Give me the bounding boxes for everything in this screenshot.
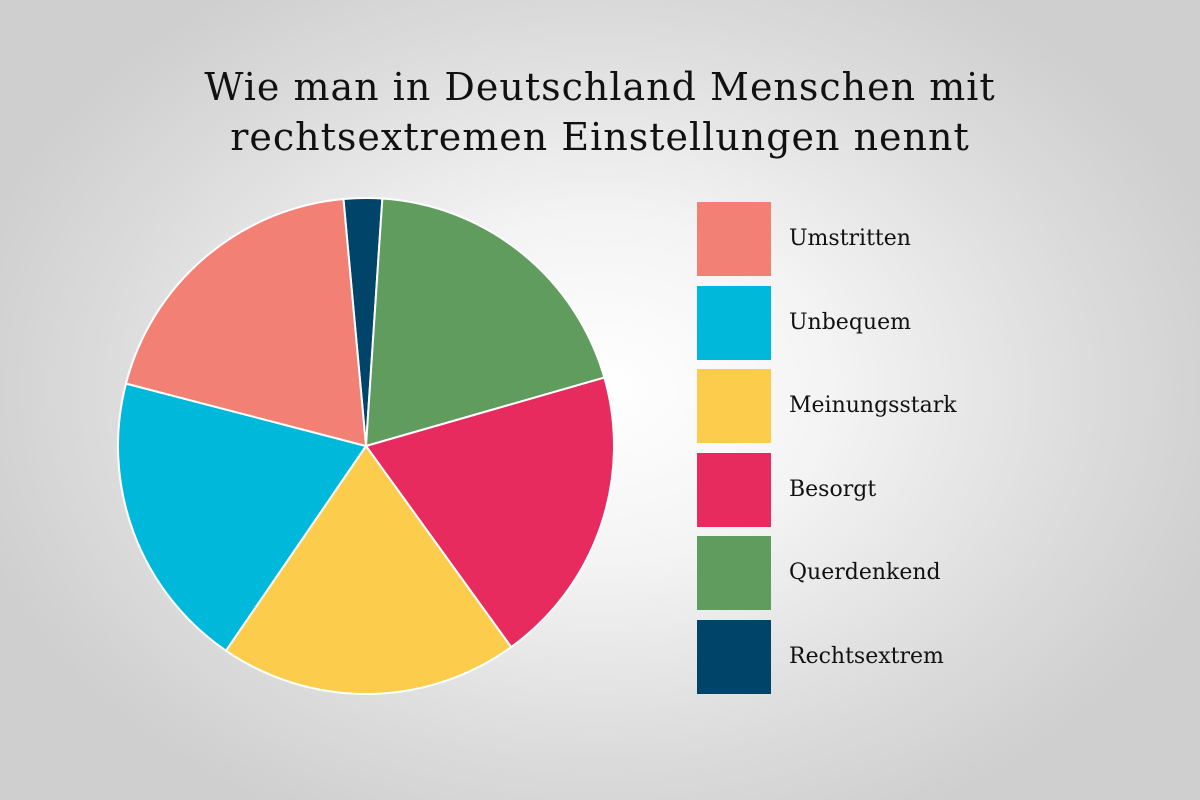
legend-label-rechtsextrem: Rechtsextrem xyxy=(789,643,944,669)
legend-label-meinungsstark: Meinungsstark xyxy=(789,393,957,419)
legend-swatch-rechtsextrem xyxy=(697,619,771,694)
pie-slice-besorgt xyxy=(365,376,615,649)
pie-slice-umstritten xyxy=(124,198,367,447)
legend-label-besorgt: Besorgt xyxy=(789,476,877,502)
legend-swatch-unbequem xyxy=(697,285,771,360)
legend-item-besorgt: Besorgt xyxy=(697,452,1117,527)
legend: Umstritten Unbequem Meinungsstark Besorg… xyxy=(697,202,1117,704)
chart-title: Wie man in Deutschland Menschen mit rech… xyxy=(0,62,1200,162)
legend-swatch-besorgt xyxy=(697,452,771,527)
legend-swatch-querdenkend xyxy=(697,536,771,611)
chart-title-line-2: rechtsextremen Einstellungen nennt xyxy=(230,115,970,159)
legend-item-unbequem: Unbequem xyxy=(697,285,1117,360)
legend-swatch-meinungsstark xyxy=(697,369,771,444)
legend-item-querdenkend: Querdenkend xyxy=(697,536,1117,611)
legend-item-umstritten: Umstritten xyxy=(697,202,1117,276)
pie-slice-unbequem xyxy=(117,382,367,652)
pie-slice-querdenkend xyxy=(365,197,606,447)
legend-label-unbequem: Unbequem xyxy=(789,309,911,335)
legend-label-querdenkend: Querdenkend xyxy=(789,560,941,586)
legend-label-umstritten: Umstritten xyxy=(789,226,911,251)
legend-item-rechtsextrem: Rechtsextrem xyxy=(697,619,1117,694)
legend-swatch-umstritten xyxy=(697,202,771,276)
chart-title-line-1: Wie man in Deutschland Menschen mit xyxy=(204,65,996,109)
legend-item-meinungsstark: Meinungsstark xyxy=(697,369,1117,444)
pie-slice-meinungsstark xyxy=(224,445,513,695)
